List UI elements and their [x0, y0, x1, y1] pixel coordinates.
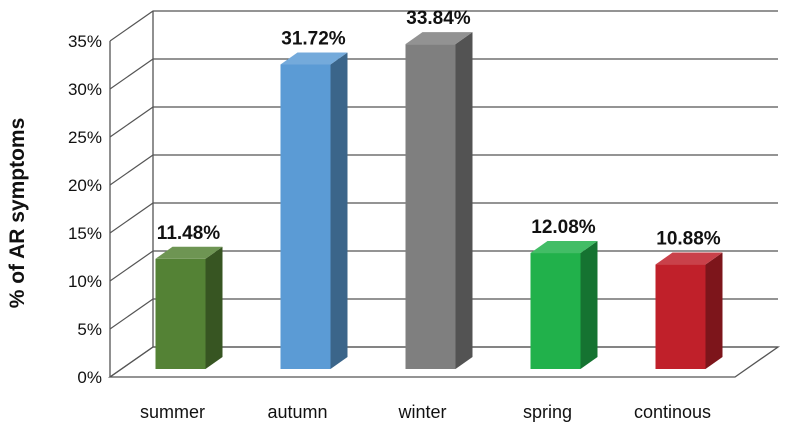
gridline [109, 106, 778, 138]
bar-winter [405, 32, 473, 370]
data-label: 31.72% [281, 28, 346, 49]
bar-summer [155, 246, 223, 369]
data-label: 10.88% [656, 229, 721, 250]
bar-top [655, 252, 723, 265]
bar-front [280, 64, 331, 369]
bar-side [705, 252, 723, 369]
bar-front [655, 264, 706, 369]
x-category-label: summer [140, 402, 205, 422]
bars [155, 32, 723, 370]
y-axis-title: % of AR symptoms [6, 118, 29, 309]
x-category-label: spring [523, 402, 572, 422]
bar-side [455, 32, 473, 370]
bar-front [155, 258, 206, 369]
data-label: 12.08% [531, 217, 596, 238]
gridline [109, 58, 778, 90]
data-labels: 11.48% 31.72% 33.84% 12.08% 10.88% [157, 8, 721, 249]
bar-side [205, 246, 223, 369]
y-tick-label: 5% [77, 320, 102, 339]
y-tick-label: 10% [68, 272, 102, 291]
bar-top [155, 246, 223, 259]
gridline [109, 154, 778, 186]
bar-spring [530, 241, 598, 369]
bar-top [280, 52, 348, 65]
bar-front [530, 253, 581, 369]
bar-continous [655, 252, 723, 369]
bar-front [405, 44, 456, 370]
bar-side [330, 52, 348, 369]
y-tick-label: 30% [68, 80, 102, 99]
bar-side [580, 241, 598, 369]
x-category-label: continous [634, 402, 711, 422]
gridline [109, 202, 778, 234]
y-tick-label: 15% [68, 224, 102, 243]
bar-top [530, 241, 598, 254]
data-label: 11.48% [157, 223, 220, 244]
gridline [109, 10, 778, 42]
x-category-label: winter [397, 402, 446, 422]
y-tick-label: 20% [68, 176, 102, 195]
y-tick-label: 35% [68, 32, 102, 51]
x-axis-categories: summer autumn winter spring continous [140, 402, 711, 422]
y-tick-label: 0% [77, 368, 102, 387]
x-category-label: autumn [267, 402, 327, 422]
bar-top [405, 32, 473, 45]
data-label: 33.84% [406, 8, 471, 29]
y-tick-label: 25% [68, 128, 102, 147]
bar-autumn [280, 52, 348, 369]
y-axis-ticks: 0% 5% 10% 15% 20% 25% 30% 35% [68, 32, 102, 387]
